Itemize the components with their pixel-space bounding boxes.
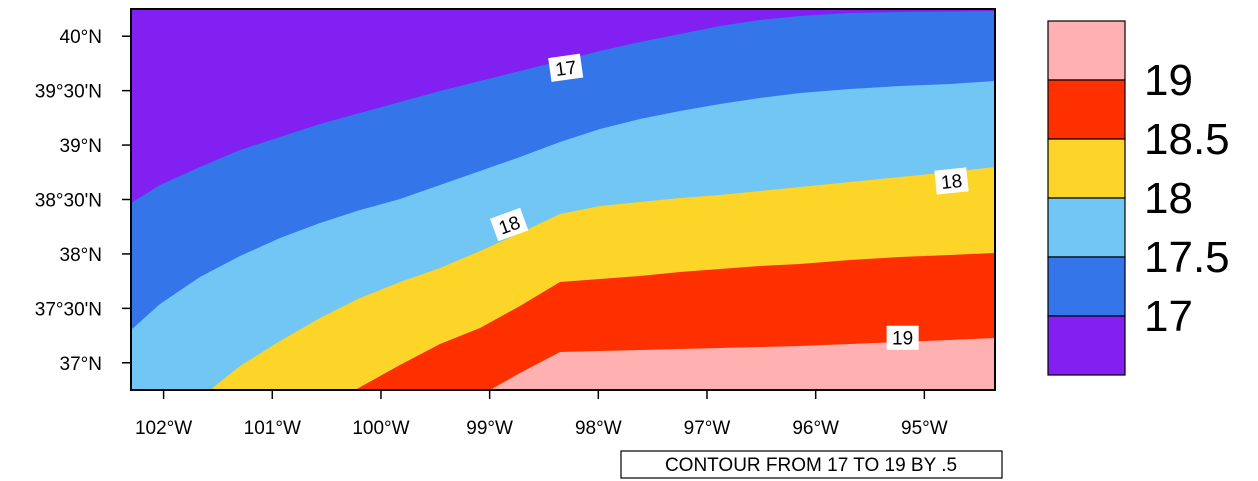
contour-label-box [886, 325, 919, 350]
contour-label-box [490, 207, 529, 242]
legend-label: 18 [1144, 174, 1193, 223]
contour-label: 17 [548, 53, 584, 82]
legend-swatch [1047, 79, 1126, 140]
x-tick-label: 101°W [244, 418, 301, 439]
contour-label-text: 18 [940, 171, 963, 194]
y-tick-label: 40°N [60, 27, 102, 48]
y-axis: 40°N 39°30'N 39°N 38°30'N 38°N 37°30'N 37°N [35, 27, 131, 375]
y-tick-label: 37°N [60, 354, 102, 375]
y-tick-label: 38°30'N [35, 191, 102, 212]
x-tick-label: 102°W [135, 418, 192, 439]
contour-label-box [934, 167, 969, 195]
legend: 19 18.5 18 17.5 17 [1047, 20, 1230, 376]
y-tick-label: 38°N [60, 245, 102, 266]
caption-text: CONTOUR FROM 17 TO 19 BY .5 [665, 455, 957, 476]
contour-labels: 17 18 18 19 [490, 53, 969, 350]
x-tick-label: 98°W [575, 418, 622, 439]
contour-label: 18 [934, 167, 969, 195]
band-above-19 [490, 338, 995, 390]
legend-label: 17 [1144, 292, 1193, 341]
y-tick-label: 39°30'N [35, 82, 102, 103]
y-tick-label: 37°30'N [35, 299, 102, 320]
legend-label: 18.5 [1144, 115, 1230, 164]
contour-label-box [548, 53, 584, 82]
x-tick-label: 99°W [466, 418, 513, 439]
x-tick-label: 95°W [901, 418, 948, 439]
x-tick-label: 100°W [352, 418, 409, 439]
y-tick-label: 39°N [60, 136, 102, 157]
legend-swatch [1047, 20, 1126, 81]
x-tick-label: 97°W [684, 418, 731, 439]
legend-swatch [1047, 256, 1126, 317]
contour-label: 19 [886, 325, 919, 350]
legend-label: 17.5 [1144, 233, 1230, 282]
contour-label-text: 19 [892, 329, 913, 350]
legend-swatch [1047, 138, 1126, 199]
legend-label: 19 [1144, 56, 1193, 105]
caption-box: CONTOUR FROM 17 TO 19 BY .5 [620, 450, 1003, 479]
legend-swatch [1047, 315, 1126, 376]
legend-swatch [1047, 197, 1126, 258]
x-tick-label: 96°W [792, 418, 839, 439]
contour-label-text: 17 [554, 57, 578, 81]
contour-label: 18 [490, 207, 529, 242]
x-axis: 102°W 101°W 100°W 99°W 98°W 97°W 96°W 95°W [135, 390, 948, 439]
